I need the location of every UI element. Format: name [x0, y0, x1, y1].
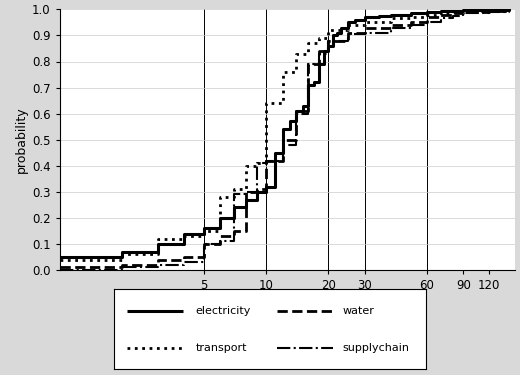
Y-axis label: probability: probability: [15, 106, 28, 173]
Text: electricity: electricity: [196, 306, 251, 316]
Text: water: water: [342, 306, 374, 316]
X-axis label: days affected: days affected: [244, 295, 330, 308]
Text: supplychain: supplychain: [342, 344, 409, 353]
Text: transport: transport: [196, 344, 247, 353]
